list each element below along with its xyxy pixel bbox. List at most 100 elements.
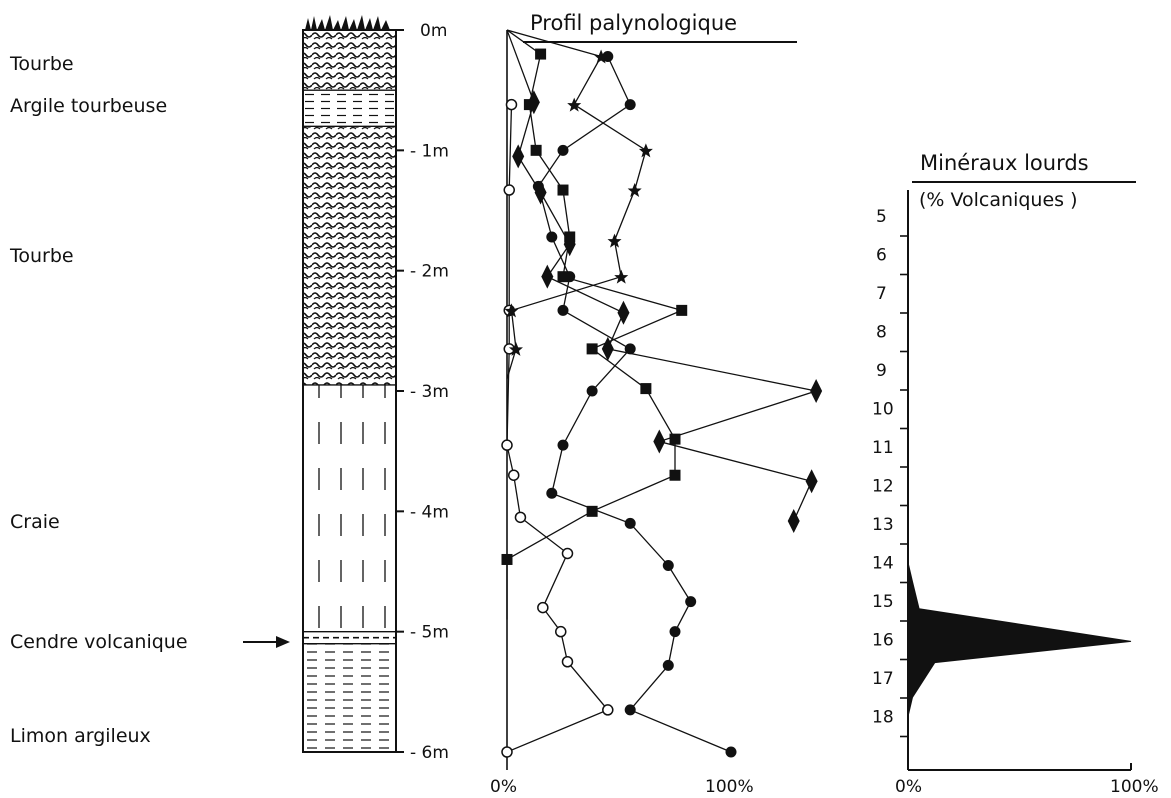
data-point-open-circle xyxy=(602,704,614,716)
data-point-square xyxy=(669,433,681,445)
data-point-filled-circle xyxy=(546,231,558,243)
layer-silt xyxy=(303,643,396,752)
data-point-open-circle xyxy=(507,469,520,481)
data-point-square xyxy=(535,48,547,60)
ash-arrow-icon xyxy=(243,636,290,648)
data-point-filled-circle xyxy=(662,559,674,571)
series-line xyxy=(506,29,684,620)
minerals-y-tick-label: 15 xyxy=(872,592,894,612)
layer-label: Tourbe xyxy=(9,245,74,267)
data-point-filled-circle xyxy=(662,659,674,671)
pollen-series-group xyxy=(501,29,823,758)
layer-ash xyxy=(303,631,396,644)
pollen-series-open-circle xyxy=(501,98,614,758)
minerals-y-tick-label: 18 xyxy=(872,708,894,728)
volcanic-mineral-area xyxy=(907,562,1132,717)
data-point-filled-circle xyxy=(586,385,598,397)
column-layers xyxy=(303,30,396,752)
minerals-y-tick-label: 12 xyxy=(872,477,894,497)
minerals-y-tick-label: 5 xyxy=(876,207,887,227)
layer-label: Tourbe xyxy=(9,53,74,75)
minerals-y-ticks: 5 6 7 8 9 10 11 12 13 14 15 16 17 18 xyxy=(872,207,908,738)
data-point-diamond xyxy=(787,508,800,533)
pollen-title: Profil palynologique xyxy=(530,11,737,35)
data-point-diamond xyxy=(563,232,576,257)
data-point-diamond xyxy=(653,429,666,454)
pollen-x-tick: 0% xyxy=(490,777,517,797)
data-point-open-circle xyxy=(555,625,567,638)
data-point-square xyxy=(676,304,688,316)
data-point-open-circle xyxy=(503,184,515,196)
data-point-filled-circle xyxy=(624,343,636,355)
data-point-square xyxy=(501,553,513,565)
data-point-filled-circle xyxy=(685,596,697,608)
layer-label: Craie xyxy=(10,511,60,533)
series-line xyxy=(506,104,609,753)
depth-tick-label: - 3m xyxy=(410,382,449,402)
data-point-open-circle xyxy=(537,601,549,614)
layer-labels: Tourbe Argile tourbeuse Tourbe Craie Cen… xyxy=(9,53,188,747)
data-point-diamond xyxy=(541,264,554,289)
minerals-y-tick-label: 17 xyxy=(872,669,894,689)
data-point-filled-circle xyxy=(624,99,636,111)
data-point-star xyxy=(614,269,629,284)
data-point-diamond xyxy=(617,300,630,325)
data-point-filled-circle xyxy=(624,704,636,716)
data-point-diamond xyxy=(534,180,547,205)
pollen-series-filled-circle xyxy=(532,50,737,758)
data-point-star xyxy=(567,97,582,112)
data-point-square xyxy=(586,343,598,355)
data-point-filled-circle xyxy=(669,626,681,638)
heavy-minerals-panel: Minéraux lourds (% Volcaniques ) 5 6 7 8 9 10… xyxy=(872,151,1159,797)
data-point-open-circle xyxy=(501,439,513,451)
series-line xyxy=(537,56,732,753)
data-point-open-circle xyxy=(561,656,574,668)
minerals-y-tick-label: 16 xyxy=(872,631,894,651)
data-point-star xyxy=(504,303,519,318)
data-point-square xyxy=(557,184,569,196)
layer-peat xyxy=(303,126,396,385)
data-point-diamond xyxy=(601,336,614,361)
depth-tick-label: - 2m xyxy=(410,262,449,282)
layer-chalk xyxy=(303,384,396,632)
series-line xyxy=(506,29,819,522)
minerals-title: Minéraux lourds xyxy=(920,151,1089,175)
data-point-diamond xyxy=(527,90,540,115)
pollen-series-diamond xyxy=(506,29,823,533)
minerals-x-tick: 0% xyxy=(895,777,922,797)
data-point-star xyxy=(607,233,622,248)
layer-label: Argile tourbeuse xyxy=(10,95,167,117)
pollen-profile: Profil palynologique 0% 100% xyxy=(490,11,823,797)
data-point-square xyxy=(586,505,598,517)
minerals-subtitle: (% Volcaniques ) xyxy=(919,189,1078,211)
data-point-square xyxy=(640,383,652,395)
depth-tick-label: 0m xyxy=(420,21,447,41)
minerals-y-tick-label: 7 xyxy=(876,284,887,304)
data-point-filled-circle xyxy=(557,439,569,451)
minerals-x-tick: 100% xyxy=(1110,777,1159,797)
depth-tick-label: - 5m xyxy=(410,623,449,643)
minerals-y-tick-label: 14 xyxy=(872,554,894,574)
pollen-x-tick: 100% xyxy=(705,777,754,797)
data-point-open-circle xyxy=(561,547,574,560)
depth-tick-label: - 4m xyxy=(410,502,449,522)
data-point-square xyxy=(669,469,681,481)
data-point-star xyxy=(508,341,523,356)
depth-axis: 0m - 1m - 2m - 3m - 4m - 5m - 6m xyxy=(396,21,449,763)
layer-clay xyxy=(303,90,396,127)
data-point-star xyxy=(627,183,642,198)
data-point-filled-circle xyxy=(624,517,636,529)
depth-tick-label: - 6m xyxy=(410,743,449,763)
data-point-star xyxy=(594,49,609,64)
data-point-diamond xyxy=(810,379,823,403)
minerals-y-tick-label: 13 xyxy=(872,515,894,535)
data-point-diamond xyxy=(512,144,525,169)
data-point-open-circle xyxy=(514,511,527,524)
data-point-filled-circle xyxy=(557,144,569,156)
data-point-open-circle xyxy=(501,746,513,758)
minerals-y-tick-label: 11 xyxy=(872,438,894,458)
minerals-y-tick-label: 8 xyxy=(876,323,887,343)
data-point-open-circle xyxy=(505,98,518,111)
data-point-filled-circle xyxy=(602,50,614,62)
